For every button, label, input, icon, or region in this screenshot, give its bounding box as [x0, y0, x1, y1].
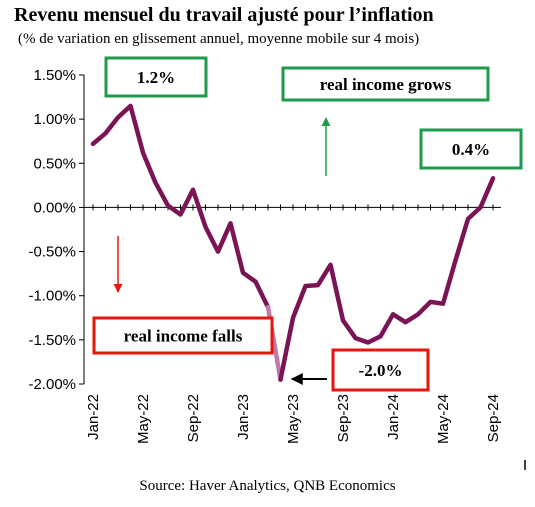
trough-label: -2.0% [359, 361, 403, 380]
falls-box [92, 316, 274, 355]
x-tick-label: Jan-23 [235, 394, 252, 440]
x-tick-label: Sep-24 [485, 394, 502, 442]
annotation-layer: 1.2% real income grows 0.4% real income fal… [92, 56, 526, 470]
x-tick-label: May-23 [285, 394, 302, 444]
x-tick-label: Sep-23 [335, 394, 352, 442]
trough-box [331, 348, 430, 392]
latest-label: 0.4% [452, 140, 490, 159]
y-tick-label: -2.00% [28, 376, 76, 393]
chart-axes: 1.50% 1.00% 0.50% 0.00% -0.50% -1.00% -1.50% -2… [28, 67, 502, 444]
source-note: Source: Haver Analytics, QNB Economics [139, 478, 396, 494]
x-tick-label: May-22 [135, 394, 152, 444]
y-tick-label: 1.00% [33, 111, 76, 128]
series-line [278, 176, 496, 382]
grows-box [281, 66, 490, 102]
y-tick-label: -1.00% [28, 288, 76, 305]
latest-box [419, 128, 523, 170]
x-tick-label: Jan-22 [85, 394, 102, 440]
y-tick-label: -1.50% [28, 332, 76, 349]
line-chart: 1.50% 1.00% 0.50% 0.00% -0.50% -1.00% -1.50% -2… [28, 56, 526, 470]
falls-label: real income falls [124, 327, 243, 346]
y-tick-label: 0.50% [33, 155, 76, 172]
peak-box [104, 56, 208, 98]
x-tick-label: Sep-22 [185, 394, 202, 442]
x-tick-label: Jan-24 [385, 394, 402, 440]
chart-subtitle: (% de variation en glissement annuel, mo… [18, 31, 420, 47]
y-tick-label: 0.00% [33, 199, 76, 216]
y-tick-label: 1.50% [33, 67, 76, 84]
peak-label: 1.2% [137, 68, 175, 87]
y-tick-label: -0.50% [28, 244, 76, 261]
chart-title: Revenu mensuel du travail ajusté pour l’… [14, 4, 434, 26]
grows-label: real income grows [320, 75, 452, 94]
x-tick-label: May-24 [435, 394, 452, 444]
